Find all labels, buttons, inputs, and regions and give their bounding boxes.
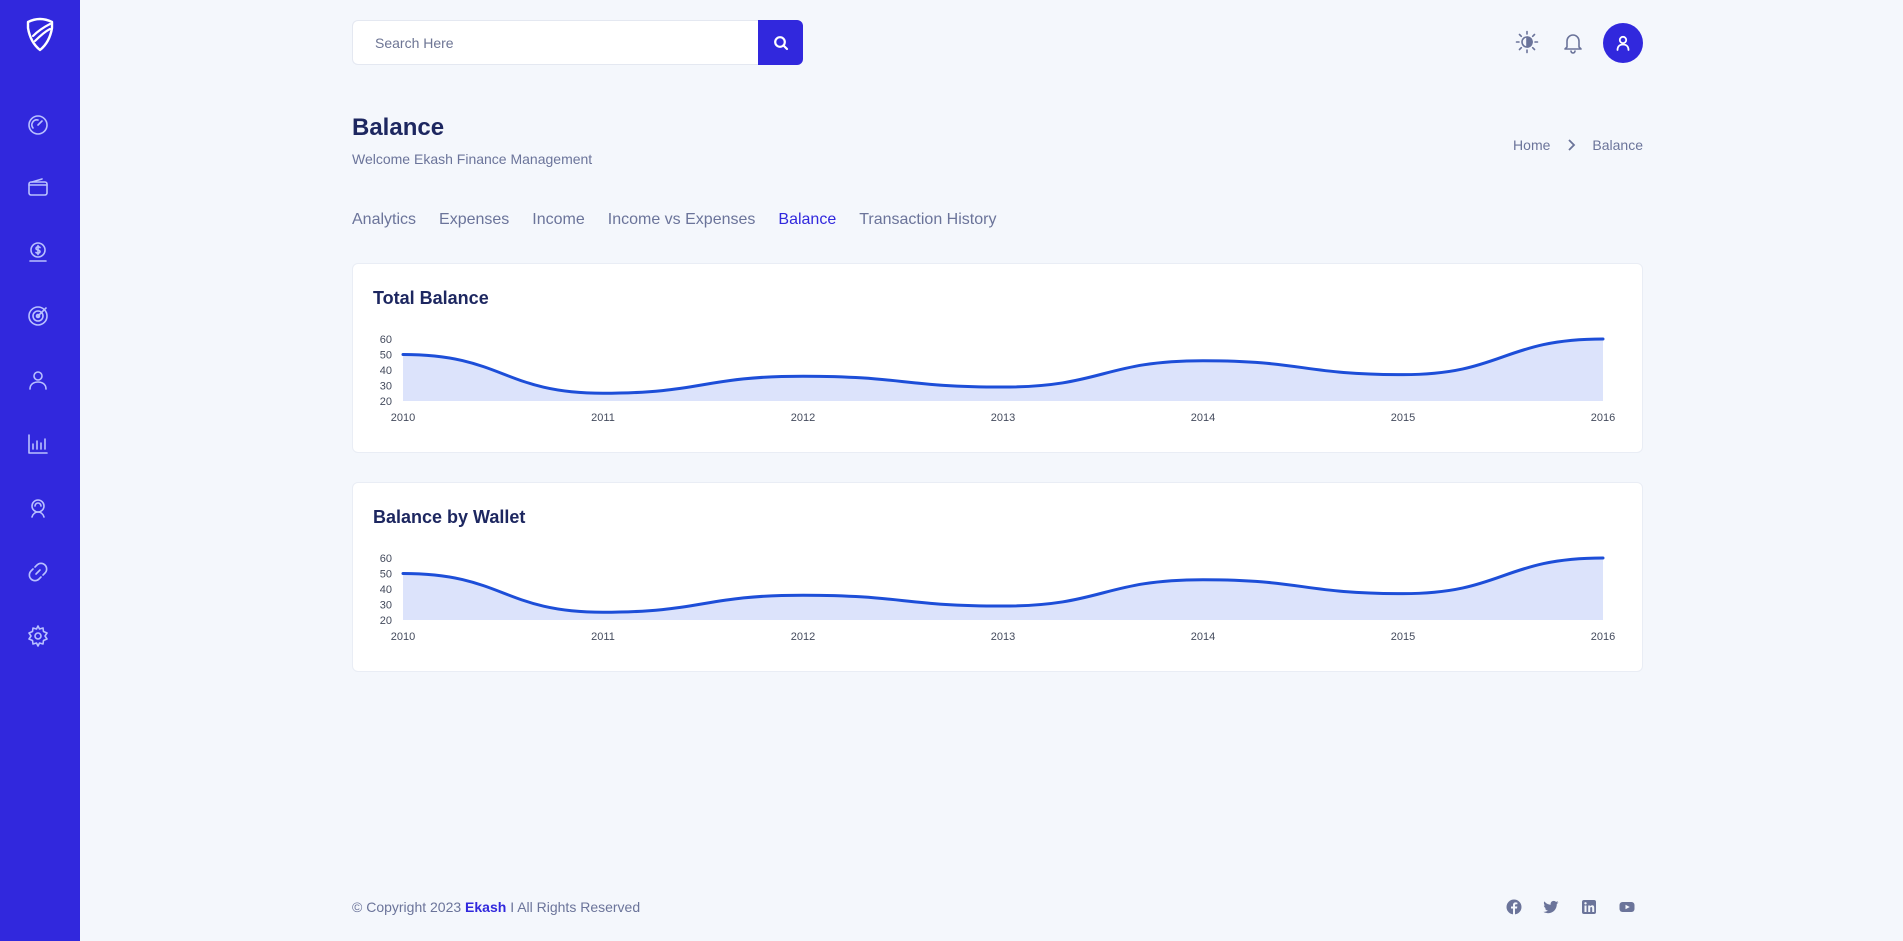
y-tick-label: 40 [380, 365, 392, 377]
card-title: Total Balance [373, 288, 489, 308]
user-icon [1616, 35, 1630, 51]
tab-analytics[interactable]: Analytics [352, 211, 417, 228]
profile-user-icon[interactable] [24, 366, 52, 394]
rights-text: I All Rights Reserved [510, 899, 641, 915]
series-line [401, 337, 1605, 395]
facebook-icon[interactable] [1505, 898, 1523, 916]
tab-transaction-history[interactable]: Transaction History [859, 211, 997, 228]
page-subtitle: Welcome Ekash Finance Management [352, 151, 593, 167]
y-tick-label: 20 [380, 396, 392, 408]
ekash-logo-icon[interactable] [20, 14, 60, 54]
x-tick-label: 2012 [791, 631, 815, 643]
search-bar [352, 20, 803, 65]
x-tick-label: 2011 [591, 412, 615, 424]
budget-dollar-icon[interactable] [24, 238, 52, 266]
chevron-right-icon [1568, 139, 1576, 151]
x-tick-label: 2010 [391, 631, 415, 643]
balance-by-wallet-card: Balance by Wallet 20 30 40 50 60 2010 2011 2012… [352, 482, 1643, 672]
balance-by-wallet-chart: 20 30 40 50 60 2010 2011 2012 2013 2014 2015 2016 [380, 553, 1615, 643]
x-tick-label: 2016 [1591, 631, 1615, 643]
x-tick-label: 2012 [791, 412, 815, 424]
search-input[interactable] [352, 20, 758, 65]
search-button[interactable] [758, 20, 803, 65]
y-tick-label: 30 [380, 600, 392, 612]
y-tick-label: 60 [380, 334, 392, 346]
x-tick-label: 2015 [1391, 412, 1415, 424]
y-tick-label: 50 [380, 350, 392, 362]
support-icon[interactable] [24, 494, 52, 522]
x-tick-label: 2014 [1191, 412, 1215, 424]
breadcrumb-home-link[interactable]: Home [1513, 137, 1551, 153]
page-title: Balance [352, 114, 445, 141]
search-icon [773, 35, 788, 50]
linkedin-icon[interactable] [1580, 898, 1598, 916]
x-tick-label: 2013 [991, 631, 1015, 643]
copyright-text: © Copyright 2023 [352, 899, 462, 915]
breadcrumb-current: Balance [1592, 137, 1643, 153]
analytics-chart-icon[interactable] [24, 430, 52, 458]
total-balance-chart: 20 30 40 50 60 2010 2011 2012 2013 2014 2015 2016 [380, 334, 1615, 424]
y-tick-label: 60 [380, 553, 392, 565]
wallet-icon[interactable] [24, 174, 52, 202]
tab-balance[interactable]: Balance [778, 211, 837, 228]
youtube-icon[interactable] [1618, 898, 1636, 916]
x-tick-label: 2013 [991, 412, 1015, 424]
user-avatar-button[interactable] [1603, 23, 1643, 63]
notification-bell-icon[interactable] [1560, 29, 1586, 55]
y-tick-label: 20 [380, 615, 392, 627]
x-tick-label: 2014 [1191, 631, 1215, 643]
card-title: Balance by Wallet [373, 507, 526, 527]
tab-income-vs-expenses[interactable]: Income vs Expenses [607, 211, 756, 228]
settings-gear-icon[interactable] [24, 622, 52, 650]
theme-toggle-icon[interactable] [1514, 29, 1540, 55]
total-balance-card: Total Balance 20 30 40 50 60 2010 2011 2012 2013… [352, 263, 1643, 453]
breadcrumb: Home Balance [1513, 137, 1643, 153]
tab-income[interactable]: Income [532, 211, 585, 228]
series-line [401, 556, 1605, 614]
x-tick-label: 2010 [391, 412, 415, 424]
dashboard-gauge-icon[interactable] [24, 111, 52, 139]
x-tick-label: 2016 [1591, 412, 1615, 424]
sidebar [0, 0, 80, 941]
link-icon[interactable] [24, 558, 52, 586]
y-tick-label: 50 [380, 569, 392, 581]
x-tick-label: 2015 [1391, 631, 1415, 643]
y-tick-label: 30 [380, 381, 392, 393]
y-tick-label: 40 [380, 584, 392, 596]
twitter-icon[interactable] [1542, 898, 1560, 916]
x-tick-label: 2011 [591, 631, 615, 643]
tab-expenses[interactable]: Expenses [439, 211, 510, 228]
footer-brand-link[interactable]: Ekash [465, 899, 507, 915]
footer-copyright: © Copyright 2023 Ekash I All Rights Rese… [352, 899, 640, 915]
tab-bar: Analytics Expenses Income Income vs Expe… [352, 211, 996, 229]
goals-target-icon[interactable] [24, 302, 52, 330]
